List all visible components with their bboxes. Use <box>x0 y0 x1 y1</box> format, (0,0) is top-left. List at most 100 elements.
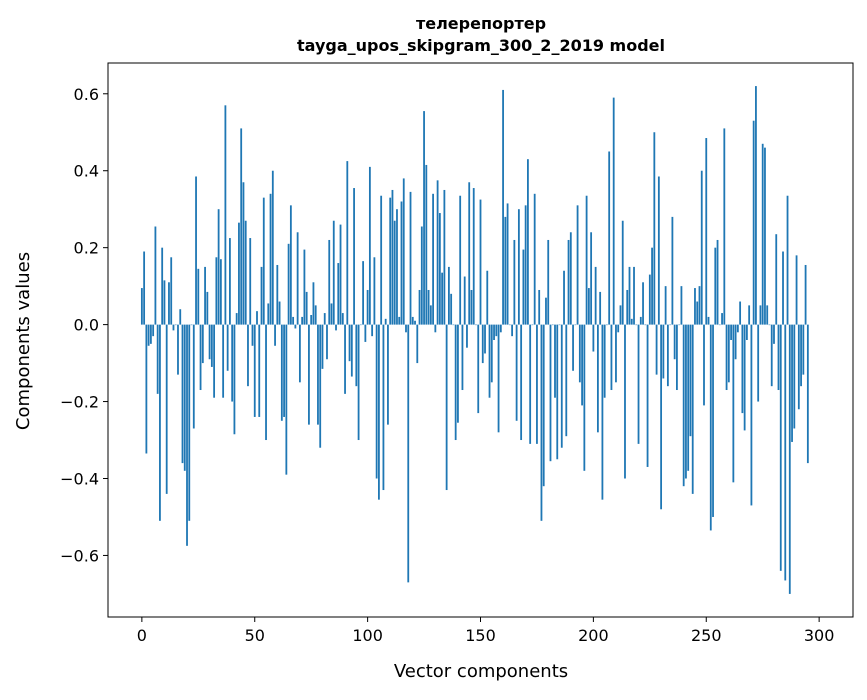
x-axis-label: Vector components <box>394 661 568 682</box>
bar <box>795 255 798 325</box>
bar <box>594 266 597 325</box>
bar <box>353 188 355 325</box>
bar <box>181 324 184 464</box>
bar <box>581 324 583 406</box>
bar <box>208 324 211 360</box>
bar <box>752 120 755 325</box>
bar <box>247 324 249 387</box>
bar <box>149 324 152 344</box>
bar <box>619 305 622 325</box>
bar <box>317 324 319 425</box>
bar <box>603 324 606 398</box>
bar <box>669 324 672 326</box>
bar <box>226 324 229 371</box>
bar <box>511 324 514 337</box>
bar <box>366 289 369 325</box>
bar <box>574 324 577 326</box>
bar <box>438 213 441 325</box>
bar <box>576 205 579 325</box>
bar <box>739 301 742 325</box>
bar <box>450 293 453 325</box>
bar <box>217 209 220 325</box>
bar <box>721 313 723 325</box>
bar <box>443 189 446 325</box>
bar <box>542 324 545 487</box>
bar <box>635 324 638 326</box>
x-tick-label: 300 <box>804 626 835 645</box>
bar <box>730 324 732 340</box>
bar <box>691 324 694 494</box>
bar <box>520 324 523 441</box>
bar <box>269 193 272 325</box>
bar <box>764 147 766 325</box>
bar <box>278 301 281 325</box>
bar <box>653 132 656 325</box>
bar <box>626 289 629 325</box>
bar <box>192 324 195 429</box>
y-axis: −0.6 −0.4 −0.2 0.0 0.2 0.4 0.6 <box>60 85 108 565</box>
bar <box>703 324 705 406</box>
bar <box>515 324 518 421</box>
bar <box>513 239 516 325</box>
bar <box>186 324 188 546</box>
bar <box>328 239 331 325</box>
bar <box>344 324 346 394</box>
bar <box>387 324 389 425</box>
bar <box>761 143 764 325</box>
bar <box>624 324 626 479</box>
bar <box>147 324 150 346</box>
bar <box>549 324 552 462</box>
bar <box>375 324 378 479</box>
bar <box>718 324 721 326</box>
bar <box>583 324 586 471</box>
bar <box>447 266 450 325</box>
bar <box>298 324 301 383</box>
bar <box>168 282 170 325</box>
bar <box>251 324 254 346</box>
bar <box>441 272 444 325</box>
bar <box>294 324 297 329</box>
bar <box>190 324 193 326</box>
bar <box>700 170 703 325</box>
bar <box>563 270 565 325</box>
y-tick-label: 0.0 <box>74 316 99 335</box>
bar <box>165 324 168 494</box>
bar <box>289 205 292 325</box>
bar <box>143 251 146 325</box>
bar <box>341 313 344 325</box>
bar <box>556 324 559 460</box>
y-tick-label: 0.2 <box>74 239 99 258</box>
bar <box>249 238 252 325</box>
bar <box>321 324 324 369</box>
bar <box>804 264 807 325</box>
bar <box>396 209 398 325</box>
bar <box>676 324 678 391</box>
bar <box>159 324 161 521</box>
bar <box>359 324 362 326</box>
bar <box>508 324 511 326</box>
bar <box>666 324 669 387</box>
bar <box>601 324 604 500</box>
bar <box>199 324 202 391</box>
bar <box>612 97 615 325</box>
bar <box>201 324 204 364</box>
bar <box>664 286 667 325</box>
bar <box>743 324 746 431</box>
bar <box>339 224 342 325</box>
bar <box>517 209 520 325</box>
bar <box>610 324 613 391</box>
bar <box>436 180 439 325</box>
bar <box>308 324 310 425</box>
bar <box>280 324 283 421</box>
bar <box>802 324 805 375</box>
bar <box>779 324 782 571</box>
bar <box>348 324 351 362</box>
bar <box>490 324 493 383</box>
bar <box>267 303 270 325</box>
bar <box>533 193 536 325</box>
bar <box>590 232 593 325</box>
bar <box>493 324 495 340</box>
bar <box>172 324 175 331</box>
bar <box>587 288 590 325</box>
bar <box>660 324 663 510</box>
